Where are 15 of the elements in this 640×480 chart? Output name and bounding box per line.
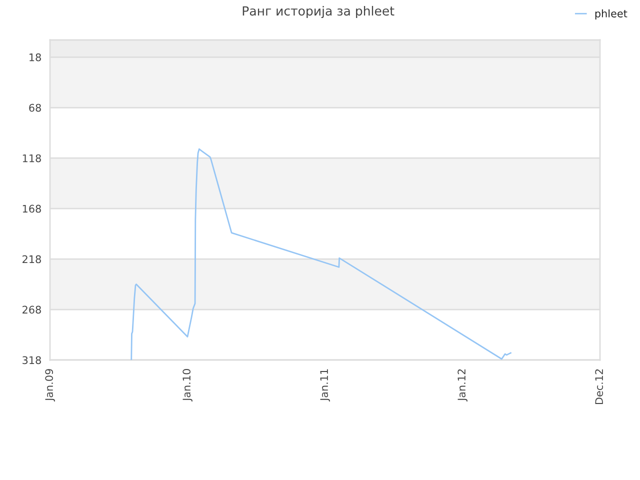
y-tick-label: 318 bbox=[22, 356, 41, 364]
y-tick-label: 118 bbox=[22, 154, 41, 162]
y-tick-label: 218 bbox=[22, 255, 41, 264]
y-tick-label: 168 bbox=[22, 204, 41, 213]
x-tick-label: Jan.09 bbox=[45, 369, 55, 402]
x-tick-label: Jan.12 bbox=[458, 369, 468, 402]
line-series bbox=[130, 148, 512, 360]
x-tick-label: Jan.11 bbox=[320, 369, 330, 402]
x-tick-label: Jan.10 bbox=[182, 369, 192, 402]
y-tick-label: 18 bbox=[30, 53, 41, 62]
chart-title: Ранг историја за phleet bbox=[242, 6, 394, 18]
x-tick-label: Dec.12 bbox=[595, 369, 604, 404]
legend-label: phleet bbox=[595, 9, 628, 20]
y-tick-label: 68 bbox=[29, 104, 41, 112]
y-tick-label: 268 bbox=[22, 306, 41, 314]
